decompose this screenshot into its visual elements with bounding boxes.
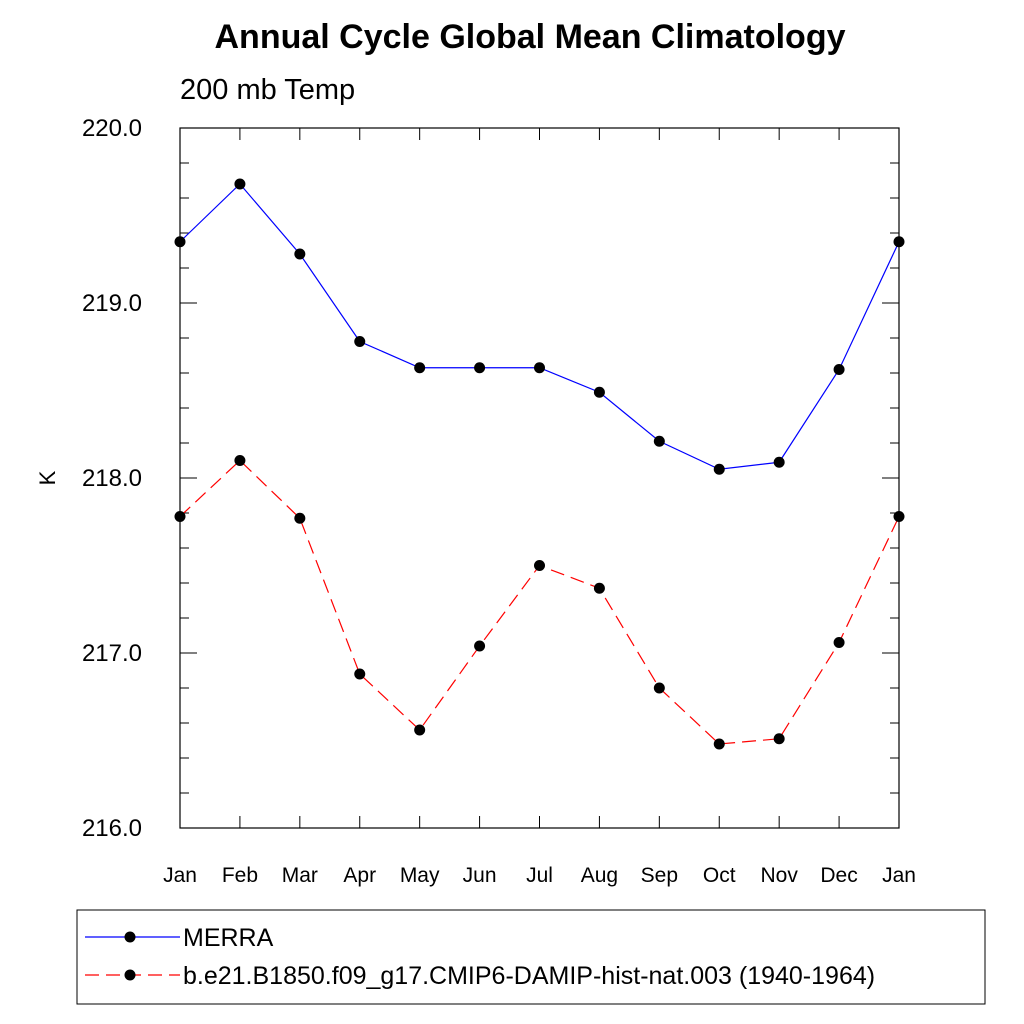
legend-marker-1 — [124, 931, 136, 943]
legend-items: MERRA b.e21.B1850.f09_g17.CMIP6-DAMIP-his… — [85, 924, 875, 990]
x-tick-label: Jan — [882, 864, 916, 887]
x-tick-label: Aug — [581, 864, 618, 887]
legend-label-1: MERRA — [183, 924, 274, 952]
x-tick-label: May — [400, 864, 440, 887]
series-1-point — [833, 364, 845, 375]
series-1-point — [773, 456, 785, 468]
x-tick-label: Jun — [463, 864, 497, 887]
y-tick-label: 216.0 — [82, 815, 142, 842]
series-1-point — [474, 362, 486, 374]
series-1-point — [534, 362, 545, 374]
series-2-point — [773, 733, 785, 745]
series-1-point — [354, 336, 366, 347]
series-2-point — [474, 640, 486, 652]
series-2-point — [713, 738, 725, 750]
series-2-point — [414, 724, 426, 736]
series-2-point — [833, 637, 845, 648]
axis-ticks — [179, 127, 900, 829]
series-1-point — [294, 248, 306, 260]
legend-label-2: b.e21.B1850.f09_g17.CMIP6-DAMIP-hist-nat… — [183, 962, 875, 990]
x-tick-label: Jul — [526, 864, 553, 887]
legend-box — [76, 909, 986, 1005]
x-tick-label: Sep — [641, 864, 678, 887]
y-tick-label: 219.0 — [82, 290, 142, 317]
plot-frame — [179, 127, 900, 829]
series-2-point — [294, 512, 306, 524]
x-tick-label: Oct — [703, 864, 736, 887]
series-2-point — [534, 560, 545, 571]
series-2-point — [354, 668, 366, 680]
chart-subtitle: 200 mb Temp — [180, 74, 355, 106]
series-1-point — [234, 178, 246, 190]
series-line-1 — [179, 183, 900, 470]
series-line-2 — [179, 459, 900, 745]
series-1-point — [653, 435, 665, 447]
series-1-point — [414, 362, 426, 374]
x-tick-label: Mar — [282, 864, 318, 887]
series-layer — [174, 178, 905, 750]
y-tick-labels: 216.0 217.0 218.0 219.0 220.0 — [82, 115, 142, 842]
chart-title: Annual Cycle Global Mean Climatology — [215, 18, 846, 56]
series-2-point — [234, 455, 246, 466]
x-tick-label: Apr — [343, 864, 376, 887]
legend: MERRA b.e21.B1850.f09_g17.CMIP6-DAMIP-his… — [76, 909, 986, 1005]
series-1-point — [713, 463, 725, 475]
series-2-point — [593, 582, 605, 594]
x-tick-labels: Jan Feb Mar Apr May Jun Jul Aug Sep Oct Nov Dec Jan — [163, 864, 916, 887]
legend-marker-2 — [124, 969, 136, 981]
y-axis-label: K — [35, 470, 60, 485]
series-1-point — [593, 386, 605, 398]
y-tick-label: 218.0 — [82, 465, 142, 492]
x-tick-label: Dec — [820, 864, 857, 887]
x-tick-label: Feb — [222, 864, 258, 887]
series-2-point — [653, 682, 665, 694]
x-tick-label: Jan — [163, 864, 197, 887]
y-tick-label: 220.0 — [82, 115, 142, 142]
y-tick-label: 217.0 — [82, 640, 142, 667]
x-tick-label: Nov — [760, 864, 798, 887]
